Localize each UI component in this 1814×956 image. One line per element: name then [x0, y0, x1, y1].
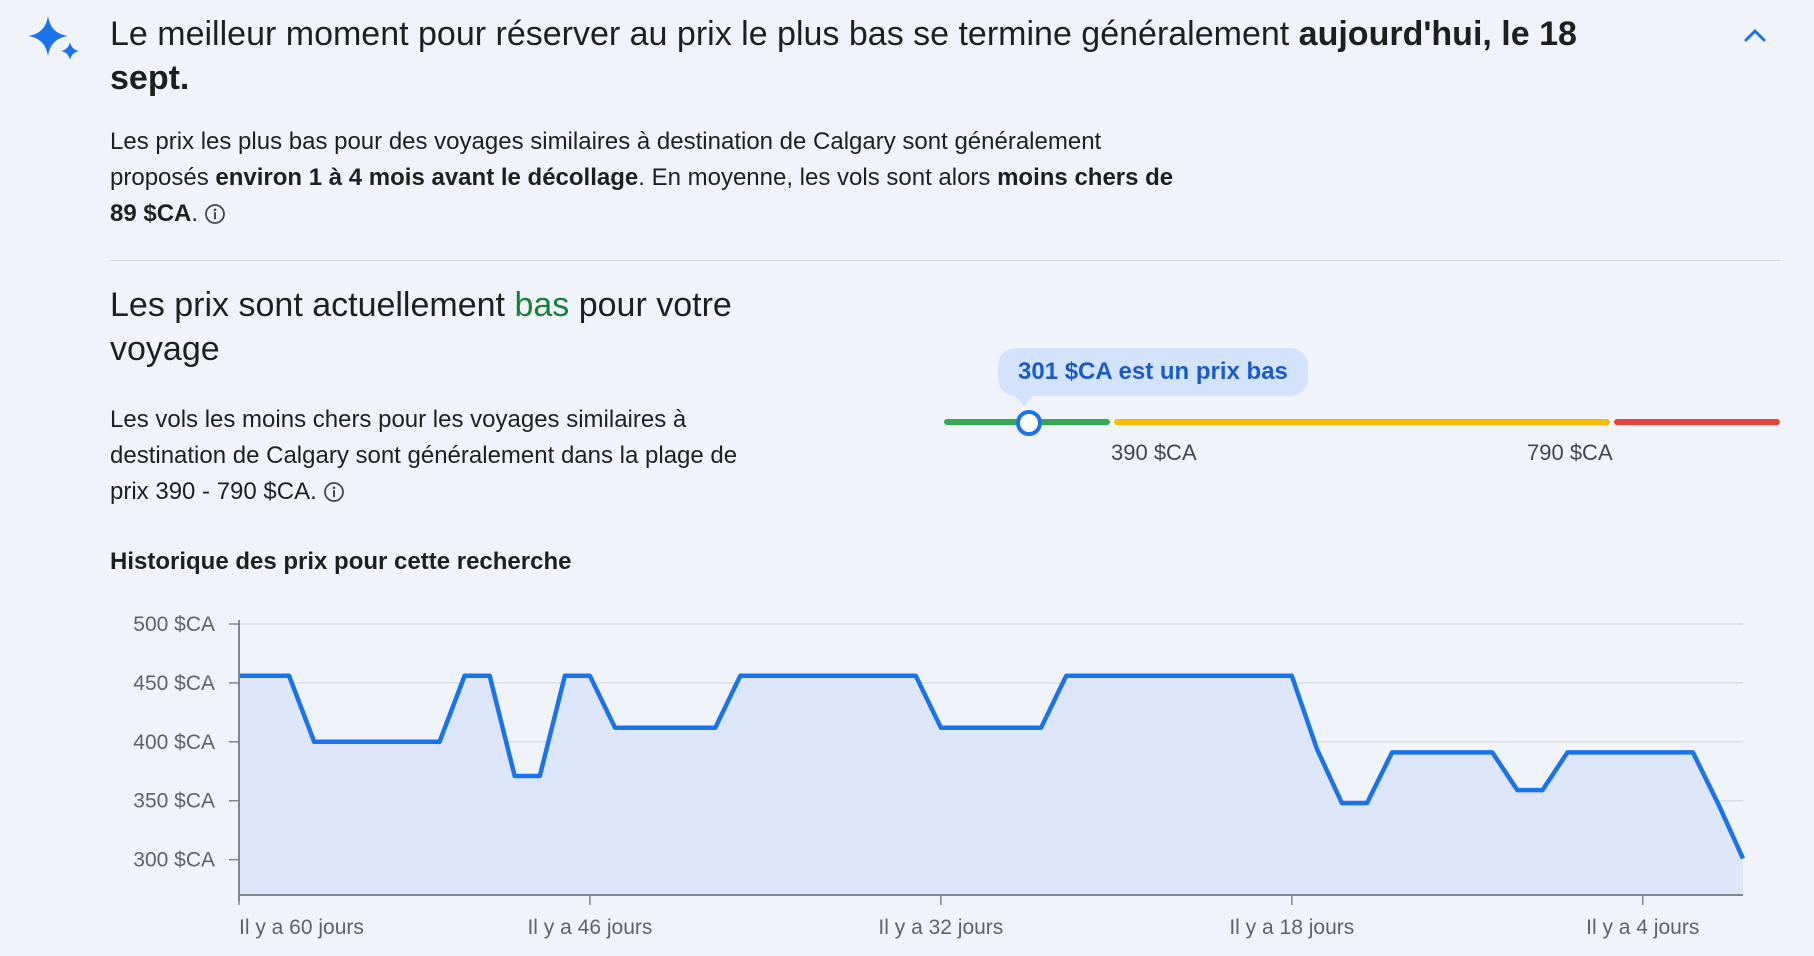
- y-tick-label: 400 $CA: [133, 731, 215, 754]
- y-tick-label: 300 $CA: [133, 849, 215, 872]
- price-line: [239, 673, 1746, 860]
- current-price-tooltip: 301 $CA est un prix bas: [998, 348, 1308, 406]
- price-history-chart: 500 $CA 450 $CA 400 $CA 350 $CA 300 $CA Il y …: [133, 613, 1746, 939]
- y-tick-label: 500 $CA: [133, 613, 215, 636]
- typical-range-text: Les vols les moins chers pour les voyage…: [110, 406, 738, 505]
- sparkle-icon: [28, 16, 79, 60]
- y-tick-label: 350 $CA: [133, 790, 215, 813]
- price-bar-typical: [1114, 419, 1610, 425]
- y-tick-label: 450 $CA: [133, 672, 215, 695]
- price-bar-high: [1614, 419, 1780, 425]
- price-status-title: Les prix sont actuellement bas pour votr…: [110, 286, 732, 368]
- x-tick-label: Il y a 60 jours: [239, 916, 364, 939]
- x-tick-label: Il y a 46 jours: [527, 916, 652, 939]
- booking-tip: Les prix les plus bas pour des voyages s…: [110, 128, 1174, 227]
- insight-headline: Le meilleur moment pour réserver au prix…: [110, 15, 1577, 97]
- x-tick-label: Il y a 18 jours: [1229, 916, 1354, 939]
- current-price-marker[interactable]: [1016, 410, 1042, 436]
- range-low-label: 390 $CA: [1111, 440, 1197, 465]
- range-high-label: 790 $CA: [1527, 440, 1613, 465]
- info-icon[interactable]: [323, 481, 345, 503]
- x-tick-label: Il y a 32 jours: [878, 916, 1003, 939]
- chevron-up-icon[interactable]: [1738, 18, 1772, 52]
- price-status-label: bas: [514, 286, 570, 324]
- section-divider: [110, 260, 1780, 261]
- chart-title: Historique des prix pour cette recherche: [110, 548, 572, 575]
- price-area: [239, 675, 1743, 895]
- x-tick-label: Il y a 4 jours: [1586, 916, 1699, 939]
- info-icon[interactable]: [204, 203, 226, 225]
